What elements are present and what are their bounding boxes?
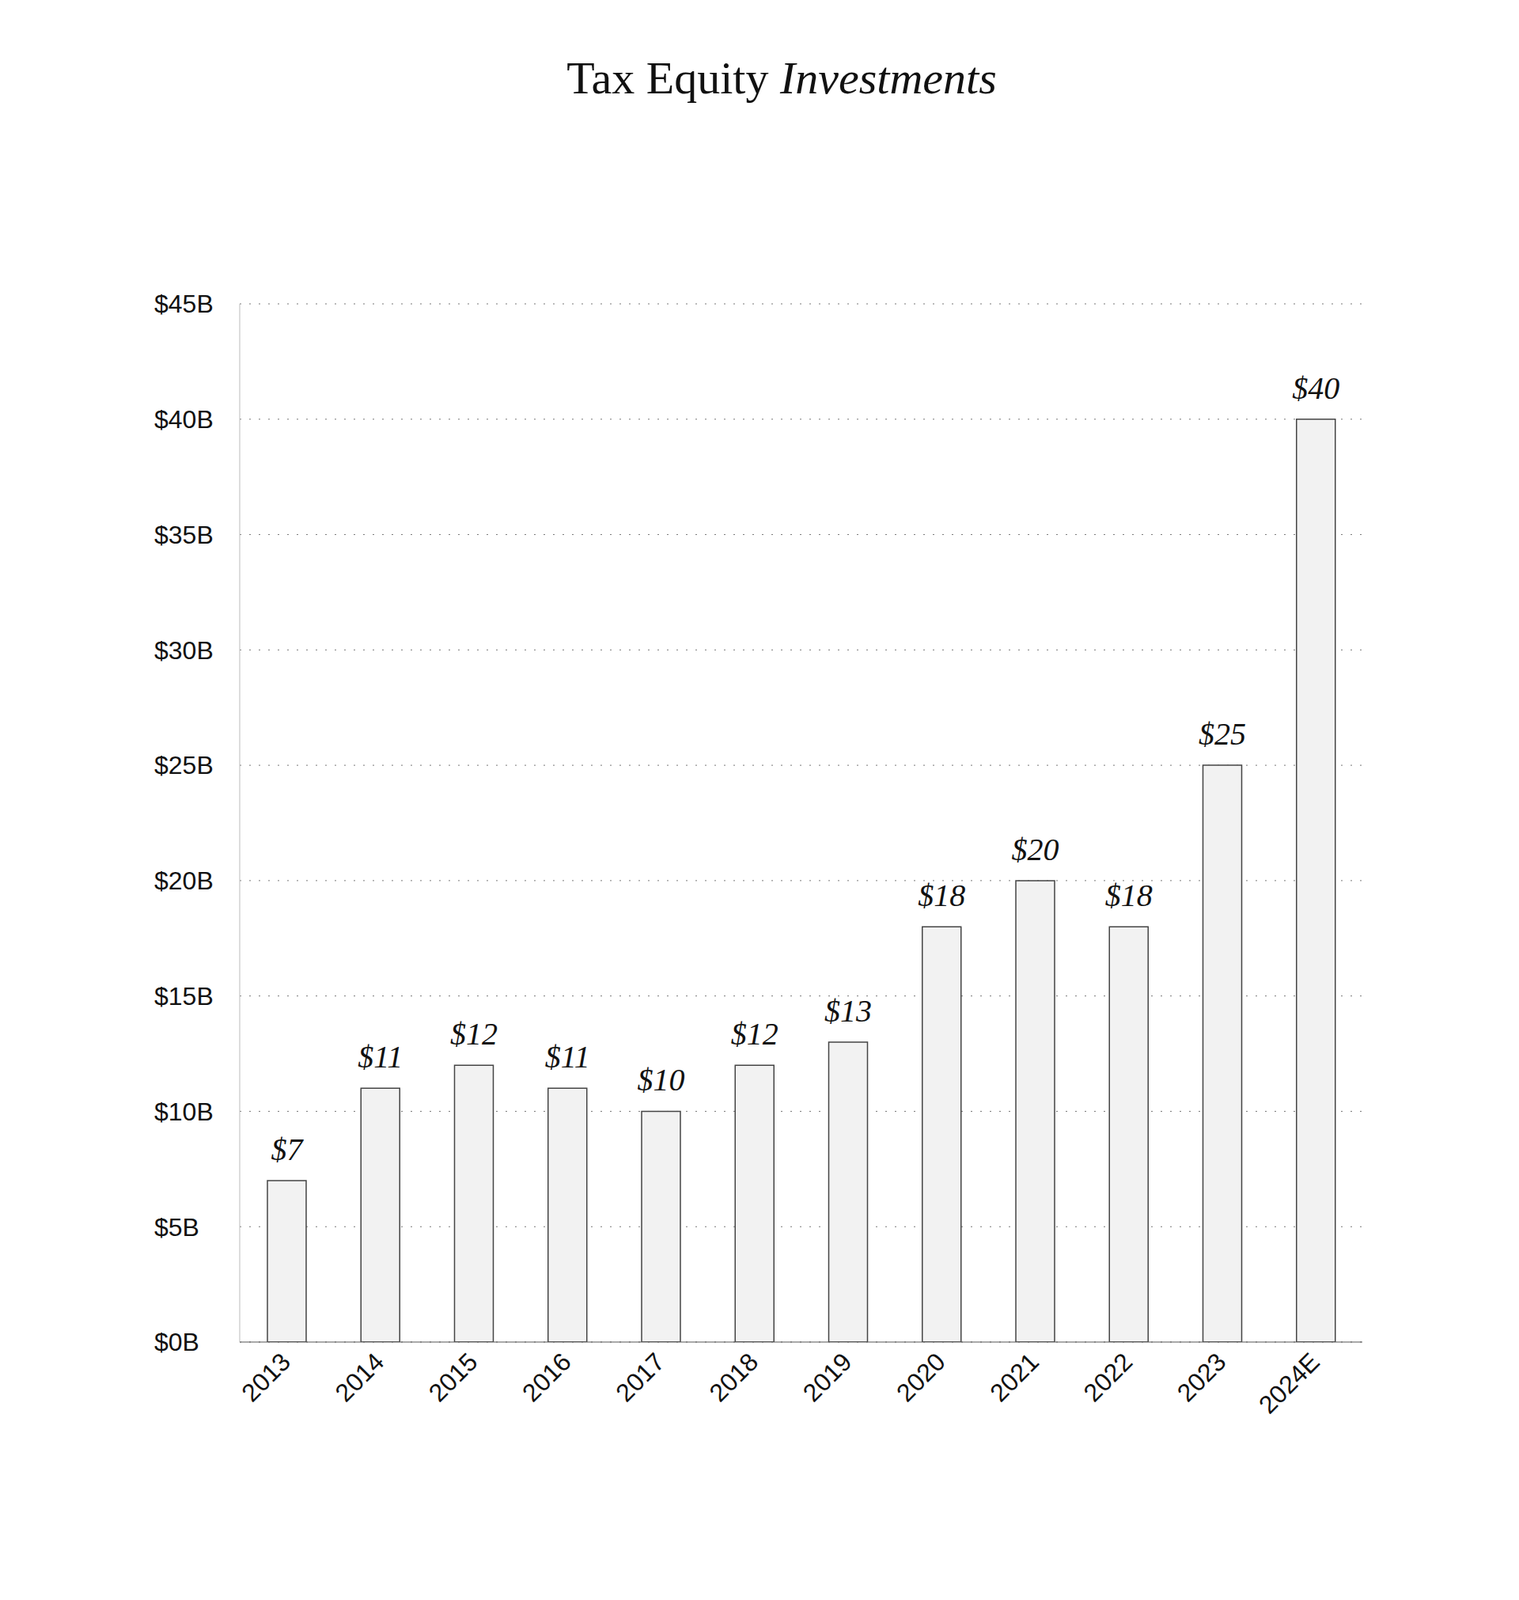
html-text:Tax Equity Investments: Tax Equity Investments	[566, 51, 997, 104]
svg-text:2018: 2018	[704, 1347, 765, 1408]
svg-text:$30B: $30B	[154, 636, 214, 665]
svg-text:$5B: $5B	[154, 1212, 200, 1242]
svg-text:$25: $25	[1198, 715, 1247, 752]
svg-text:2023: 2023	[1171, 1347, 1232, 1408]
svg-text:$10B: $10B	[154, 1097, 214, 1126]
svg-text:2017: 2017	[609, 1347, 671, 1408]
svg-text:$20: $20	[1011, 831, 1060, 868]
svg-text:$40B: $40B	[154, 405, 214, 434]
svg-text:$0B: $0B	[154, 1327, 200, 1357]
svg-text:2024E: 2024E	[1253, 1347, 1326, 1420]
svg-text:$10: $10	[637, 1061, 686, 1098]
svg-text:$12: $12	[450, 1015, 498, 1052]
svg-text:2016: 2016	[516, 1347, 577, 1408]
svg-text:2014: 2014	[329, 1347, 391, 1408]
svg-text:$11: $11	[545, 1038, 591, 1075]
svg-text:$18: $18	[1105, 877, 1153, 913]
svg-text:2020: 2020	[890, 1347, 951, 1408]
svg-text:2013: 2013	[235, 1347, 296, 1408]
svg-text:$13: $13	[824, 992, 872, 1029]
svg-text:2022: 2022	[1078, 1347, 1139, 1408]
svg-text:$18: $18	[917, 877, 966, 913]
svg-text:$11: $11	[357, 1038, 403, 1075]
svg-text:$12: $12	[731, 1015, 779, 1052]
svg-text:$20B: $20B	[154, 866, 214, 895]
svg-text:2021: 2021	[984, 1347, 1045, 1408]
svg-text:$45B: $45B	[154, 289, 214, 319]
svg-text:$15B: $15B	[154, 981, 214, 1011]
svg-text:$7: $7	[271, 1131, 305, 1167]
svg-text:$35B: $35B	[154, 520, 214, 550]
svg-text:2015: 2015	[423, 1347, 484, 1408]
svg-text:$40: $40	[1291, 370, 1340, 406]
svg-text:2019: 2019	[797, 1347, 858, 1408]
svg-text:$25B: $25B	[154, 750, 214, 780]
